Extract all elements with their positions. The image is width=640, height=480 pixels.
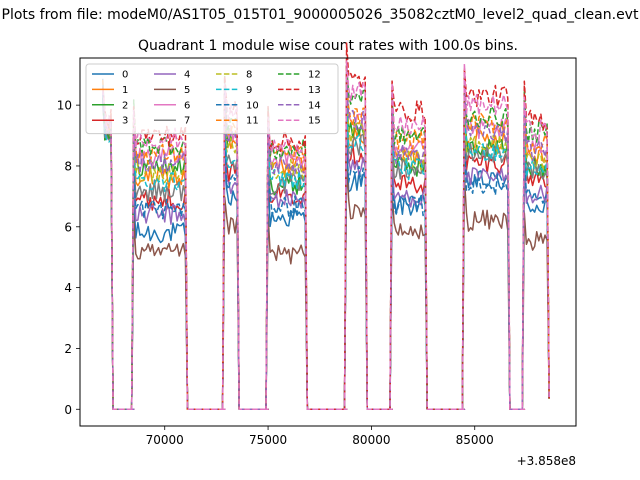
chart-title: Quadrant 1 module wise count rates with … <box>138 38 518 54</box>
x-axis-offset-label: +3.858e8 <box>517 454 576 468</box>
legend-label-9: 9 <box>246 85 252 96</box>
x-axis: 70000 75000 80000 85000 <box>146 426 494 447</box>
axes-frame <box>79 57 577 427</box>
legend-label-14: 14 <box>308 100 321 111</box>
y-tick-label: 2 <box>64 342 72 356</box>
y-tick-label: 0 <box>64 403 72 417</box>
legend-label-1: 1 <box>122 85 128 96</box>
y-tick-label: 8 <box>64 159 72 173</box>
legend-label-6: 6 <box>184 100 190 111</box>
legend-label-5: 5 <box>184 85 190 96</box>
y-axis: 0 2 4 6 8 10 <box>57 99 80 417</box>
legend-label-8: 8 <box>246 70 252 81</box>
series-line-13 <box>101 42 550 411</box>
y-tick-label: 10 <box>57 99 72 113</box>
x-tick-label: 85000 <box>456 433 494 447</box>
x-tick-label: 70000 <box>146 433 184 447</box>
series-line-8 <box>101 88 550 411</box>
x-tick-label: 80000 <box>352 433 390 447</box>
series-line-14 <box>101 78 550 411</box>
legend-frame <box>85 63 339 135</box>
x-tick-label: 75000 <box>249 433 287 447</box>
legend-label-2: 2 <box>122 100 128 111</box>
legend-label-7: 7 <box>184 116 190 127</box>
y-tick-label: 6 <box>64 220 72 234</box>
legend-label-15: 15 <box>308 116 321 127</box>
legend-label-11: 11 <box>246 116 259 127</box>
figure-suptitle: Plots from file: modeM0/AS1T05_015T01_90… <box>2 7 639 23</box>
legend-label-12: 12 <box>308 70 321 81</box>
legend-label-3: 3 <box>122 116 128 127</box>
y-tick-label: 4 <box>64 281 72 295</box>
legend-label-10: 10 <box>246 100 259 111</box>
legend-label-13: 13 <box>308 85 321 96</box>
legend-label-0: 0 <box>122 70 128 81</box>
legend-label-4: 4 <box>184 70 190 81</box>
